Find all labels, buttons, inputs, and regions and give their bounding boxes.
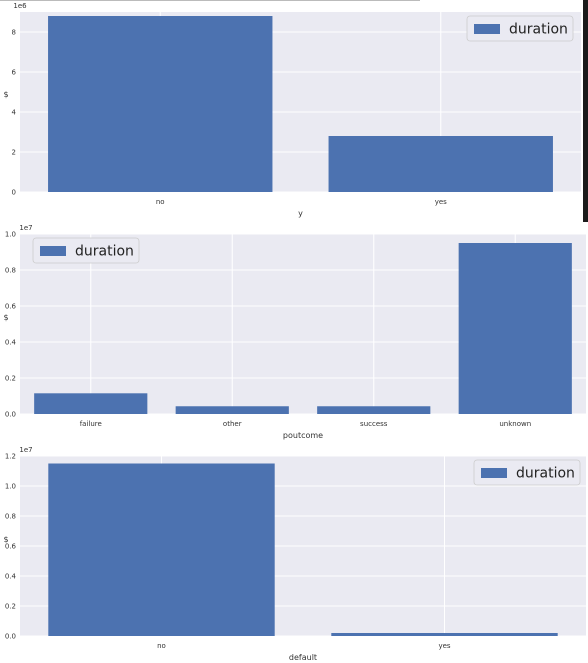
y-tick-label: 0.2: [5, 603, 16, 611]
legend-swatch: [474, 24, 500, 34]
y-axis-label: $: [3, 90, 8, 99]
legend-swatch: [481, 468, 507, 478]
legend: duration: [466, 15, 574, 42]
y-tick-label: 1.2: [5, 453, 16, 461]
x-tick-label: yes: [438, 642, 450, 650]
x-tick-label: failure: [80, 420, 102, 428]
y-tick-label: 0.4: [5, 339, 17, 347]
y-tick-label: 1.0: [5, 231, 16, 239]
bar-no: [48, 16, 273, 192]
bar-yes: [328, 136, 553, 192]
legend-box: [466, 15, 574, 42]
y-tick-label: 2: [12, 149, 16, 157]
bar-failure: [34, 393, 148, 414]
y-tick-label: 0.6: [5, 543, 17, 551]
x-tick-label: success: [360, 420, 388, 428]
legend-swatch: [40, 246, 66, 256]
y-tick-label: 0.0: [5, 633, 16, 641]
y-tick-label: 0.2: [5, 375, 16, 383]
legend-box: [473, 459, 581, 486]
legend-label: duration: [516, 466, 575, 482]
y-axis-label: $: [3, 535, 8, 544]
bar-yes: [331, 633, 558, 636]
bar-success: [317, 406, 431, 414]
y-tick-label: 8: [12, 29, 16, 37]
bar-other: [175, 406, 289, 414]
y-tick-label: 1.0: [5, 483, 16, 491]
x-tick-label: other: [223, 420, 242, 428]
y-offset-label: 1e7: [19, 224, 32, 232]
y-offset-label: 1e6: [13, 2, 27, 10]
y-tick-label: 0.8: [5, 267, 16, 275]
legend: duration: [32, 237, 140, 264]
x-tick-label: no: [156, 198, 165, 206]
x-tick-label: unknown: [499, 420, 531, 428]
x-tick-label: no: [157, 642, 166, 650]
legend-label: duration: [75, 244, 134, 260]
y-axis-label: $: [3, 313, 8, 322]
window-edge: [583, 0, 588, 222]
y-tick-label: 0: [12, 189, 16, 197]
legend: duration: [473, 459, 581, 486]
y-offset-label: 1e7: [19, 446, 32, 454]
x-tick-label: yes: [435, 198, 447, 206]
legend-label: duration: [509, 22, 568, 38]
legend-box: [32, 237, 140, 264]
y-tick-label: 0.8: [5, 513, 16, 521]
x-axis-label: poutcome: [283, 431, 323, 440]
x-axis-label: y: [298, 209, 303, 218]
x-axis-label: default: [289, 653, 317, 662]
y-tick-label: 4: [12, 109, 17, 117]
y-tick-label: 6: [12, 69, 17, 77]
y-tick-label: 0.0: [5, 411, 16, 419]
bar-unknown: [458, 243, 572, 414]
y-tick-label: 0.6: [5, 303, 17, 311]
y-tick-label: 0.4: [5, 573, 17, 581]
bar-no: [48, 463, 275, 636]
chart-1: 0 2 4 6 8 1e6 no yes y $ duration: [3, 2, 581, 218]
